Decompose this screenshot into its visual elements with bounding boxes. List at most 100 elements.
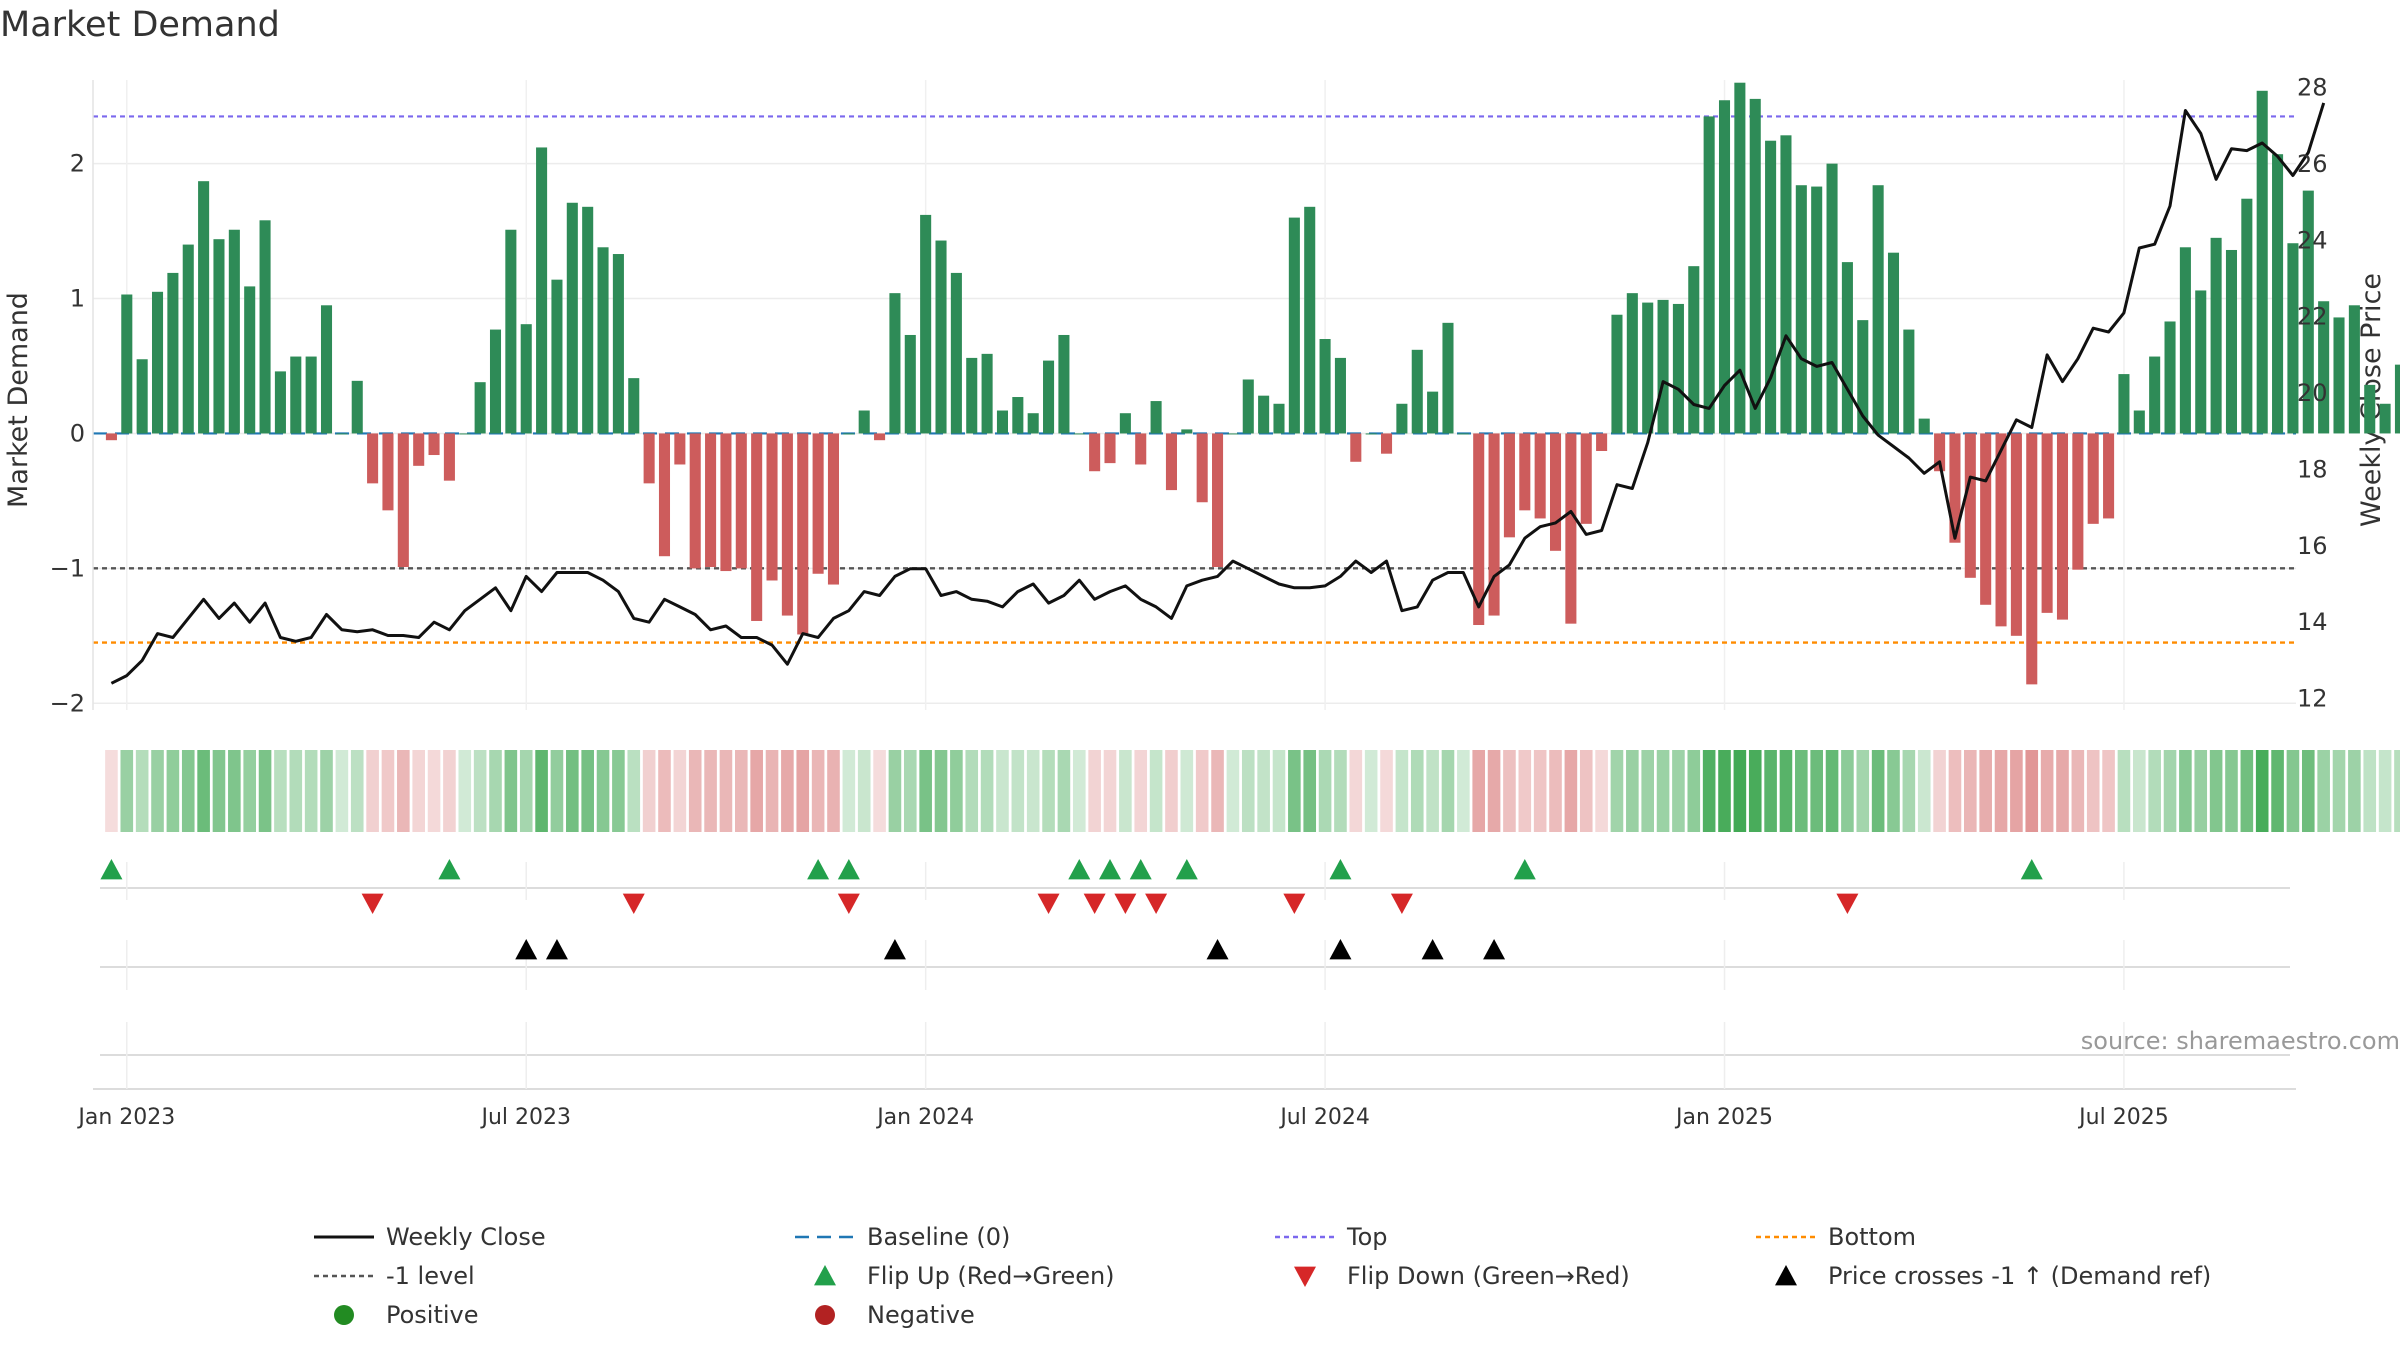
- heat-cell: [1042, 750, 1055, 832]
- heat-cell: [535, 750, 548, 832]
- demand-bar: [259, 220, 271, 434]
- flip-down-marker: [837, 893, 860, 914]
- heat-cell: [1702, 750, 1716, 832]
- heat-cell: [1441, 750, 1455, 832]
- demand-bar: [1549, 433, 1562, 551]
- demand-bar: [1688, 266, 1700, 434]
- heat-cell: [2332, 750, 2346, 832]
- flip-down-marker: [622, 893, 645, 914]
- demand-bar: [1196, 433, 1208, 503]
- demand-bar: [1934, 433, 1946, 472]
- legend-label: Baseline (0): [867, 1223, 1010, 1251]
- legend-label: Bottom: [1828, 1223, 1916, 1251]
- demand-bar: [966, 357, 978, 434]
- heat-cell: [289, 750, 303, 832]
- heat-cell: [781, 750, 794, 832]
- heat-cell: [1288, 750, 1301, 832]
- demand-bar: [274, 371, 286, 434]
- demand-bar: [674, 433, 686, 465]
- demand-bar: [1780, 135, 1792, 434]
- demand-bar: [397, 433, 409, 567]
- heat-cell: [842, 750, 856, 832]
- heat-cell: [1564, 750, 1578, 832]
- heat-cell: [1119, 750, 1132, 832]
- demand-bar: [1765, 140, 1777, 434]
- legend-label: -1 level: [386, 1262, 475, 1290]
- demand-bar: [1857, 320, 1869, 434]
- heat-cell: [950, 750, 963, 832]
- demand-bar: [705, 433, 717, 567]
- demand-bar: [1872, 185, 1884, 434]
- heat-cell: [642, 750, 656, 832]
- demand-bar: [1350, 433, 1362, 462]
- heat-cell: [1871, 750, 1885, 832]
- flip-down-marker: [1083, 893, 1106, 914]
- demand-bar: [689, 433, 701, 569]
- heat-cell: [2271, 750, 2284, 832]
- demand-bar: [1150, 401, 1162, 434]
- heat-cell: [120, 750, 134, 832]
- flip-down-marker: [1145, 893, 1168, 914]
- demand-bar: [413, 433, 425, 466]
- heat-cell: [2086, 750, 2100, 832]
- y-tick-label: 0: [70, 419, 85, 447]
- demand-bar: [920, 214, 932, 434]
- demand-bar: [1534, 433, 1546, 519]
- demand-bar: [1258, 395, 1270, 434]
- legend-cross-swatch: [1775, 1265, 1797, 1286]
- heat-cell: [443, 750, 456, 832]
- heat-cell: [1349, 750, 1363, 832]
- demand-bar: [2026, 433, 2038, 685]
- heat-cell: [320, 750, 333, 832]
- heat-cell: [1533, 750, 1547, 832]
- demand-bar: [290, 356, 302, 434]
- demand-bar: [2302, 190, 2314, 434]
- heat-cell: [1165, 750, 1178, 832]
- heat-cell: [1795, 750, 1808, 832]
- heat-cell: [243, 750, 256, 832]
- demand-bar: [781, 433, 793, 616]
- demand-bar: [766, 433, 778, 581]
- heat-cell: [1380, 750, 1393, 832]
- heat-cell: [1626, 750, 1639, 832]
- heat-cell: [1979, 750, 1992, 832]
- heat-cell: [1226, 750, 1240, 832]
- demand-bar: [1288, 217, 1300, 434]
- heat-cell: [2102, 750, 2115, 832]
- y-tick-label: −1: [50, 554, 85, 582]
- demand-bar: [2210, 237, 2222, 434]
- heat-cell: [1318, 750, 1332, 832]
- heat-cell: [1902, 750, 1916, 832]
- heat-cell: [2225, 750, 2238, 832]
- flip-up-marker: [1099, 859, 1122, 880]
- demand-bar: [351, 380, 363, 434]
- heat-cell: [228, 750, 241, 832]
- demand-bar: [597, 247, 609, 434]
- heat-cell: [1103, 750, 1117, 832]
- legend-dot_pos-swatch: [334, 1305, 354, 1325]
- flip-down-marker: [1390, 893, 1413, 914]
- cross-marker: [545, 939, 568, 960]
- heat-cell: [1549, 750, 1562, 832]
- heat-cell: [2117, 750, 2131, 832]
- flip-up-marker: [100, 859, 123, 880]
- demand-bar: [1411, 349, 1423, 434]
- flip-down-marker: [1037, 893, 1060, 914]
- flip-up-marker: [1513, 859, 1536, 880]
- demand-bar: [2164, 321, 2176, 434]
- demand-bar: [1596, 433, 1608, 451]
- heat-cell: [1579, 750, 1593, 832]
- demand-bar: [382, 433, 394, 511]
- demand-bar: [935, 240, 947, 434]
- x-tick-label: Jan 2024: [875, 1105, 974, 1130]
- heat-cell: [2025, 750, 2039, 832]
- heat-cell: [1426, 750, 1439, 832]
- y-tick-label: 1: [70, 285, 85, 313]
- flip-down-marker: [1836, 893, 1859, 914]
- demand-bar: [1089, 433, 1101, 472]
- demand-bar: [228, 229, 240, 434]
- heat-cell: [2010, 750, 2023, 832]
- demand-bar: [1887, 252, 1900, 434]
- demand-bar: [551, 279, 563, 434]
- demand-bar: [1073, 433, 1085, 435]
